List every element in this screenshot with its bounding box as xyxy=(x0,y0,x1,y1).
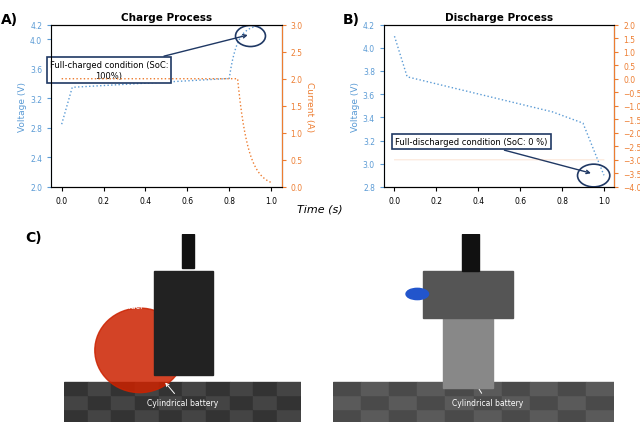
Bar xyxy=(154,272,213,375)
Bar xyxy=(111,409,135,422)
Bar xyxy=(230,409,253,422)
Bar xyxy=(423,272,513,319)
Bar xyxy=(530,409,558,422)
Bar xyxy=(88,383,111,395)
Bar xyxy=(182,409,206,422)
Bar xyxy=(558,409,586,422)
Bar xyxy=(277,409,301,422)
Bar xyxy=(277,383,301,395)
Text: Ultrasound
array: Ultrasound array xyxy=(483,257,557,282)
Bar xyxy=(111,395,135,409)
Text: Battery
holder: Battery holder xyxy=(477,318,566,338)
Bar xyxy=(530,395,558,409)
Bar xyxy=(389,395,417,409)
Bar xyxy=(530,383,558,395)
Ellipse shape xyxy=(406,289,429,300)
Bar xyxy=(558,395,586,409)
Y-axis label: Voltage (V): Voltage (V) xyxy=(19,81,28,132)
Bar xyxy=(253,383,277,395)
Text: Full-discharged condition (SoC: 0 %): Full-discharged condition (SoC: 0 %) xyxy=(396,138,589,174)
Bar xyxy=(182,234,195,268)
Bar xyxy=(111,383,135,395)
Bar xyxy=(333,395,361,409)
Bar xyxy=(230,383,253,395)
Bar xyxy=(474,409,502,422)
Bar xyxy=(445,383,474,395)
Bar xyxy=(586,409,614,422)
Bar xyxy=(361,383,389,395)
Bar xyxy=(443,285,493,388)
Bar xyxy=(159,409,182,422)
Bar xyxy=(502,409,530,422)
Bar xyxy=(135,383,159,395)
Text: C): C) xyxy=(26,230,42,244)
Bar xyxy=(389,383,417,395)
Bar xyxy=(445,395,474,409)
Bar xyxy=(417,383,445,395)
Bar xyxy=(586,395,614,409)
Bar xyxy=(253,395,277,409)
Y-axis label: Voltage (V): Voltage (V) xyxy=(351,81,360,132)
Bar xyxy=(361,395,389,409)
Bar xyxy=(474,395,502,409)
Bar xyxy=(389,409,417,422)
Bar xyxy=(230,395,253,409)
Bar xyxy=(586,383,614,395)
Text: A): A) xyxy=(1,13,18,26)
Bar xyxy=(502,395,530,409)
Text: Ultrasound
array: Ultrasound array xyxy=(209,259,255,285)
Bar xyxy=(417,409,445,422)
Bar xyxy=(474,383,502,395)
Bar xyxy=(64,409,88,422)
Text: Cylindrical battery: Cylindrical battery xyxy=(147,383,218,408)
Title: Discharge Process: Discharge Process xyxy=(445,14,553,23)
Bar xyxy=(502,383,530,395)
Bar xyxy=(253,409,277,422)
Bar xyxy=(277,395,301,409)
Text: Battery holder: Battery holder xyxy=(88,294,174,310)
Bar xyxy=(159,383,182,395)
Bar xyxy=(462,234,479,272)
Bar xyxy=(206,395,230,409)
Bar xyxy=(333,383,361,395)
Bar xyxy=(88,395,111,409)
Bar xyxy=(135,409,159,422)
Bar xyxy=(159,395,182,409)
Bar xyxy=(333,409,361,422)
Bar xyxy=(88,409,111,422)
Title: Charge Process: Charge Process xyxy=(121,14,212,23)
Bar xyxy=(206,409,230,422)
Bar xyxy=(64,383,88,395)
Text: Full-charged condition (SoC:
100%): Full-charged condition (SoC: 100%) xyxy=(49,35,246,81)
Text: B): B) xyxy=(342,13,360,26)
Bar xyxy=(558,383,586,395)
Text: Time (s): Time (s) xyxy=(297,204,343,214)
Bar xyxy=(135,395,159,409)
Bar xyxy=(182,383,206,395)
Ellipse shape xyxy=(95,308,185,393)
Bar xyxy=(64,395,88,409)
Bar xyxy=(417,395,445,409)
Bar xyxy=(206,383,230,395)
Text: Cylindrical battery: Cylindrical battery xyxy=(452,384,524,408)
Bar xyxy=(361,409,389,422)
Bar xyxy=(182,395,206,409)
Y-axis label: Current (A): Current (A) xyxy=(305,81,314,132)
Bar xyxy=(445,409,474,422)
